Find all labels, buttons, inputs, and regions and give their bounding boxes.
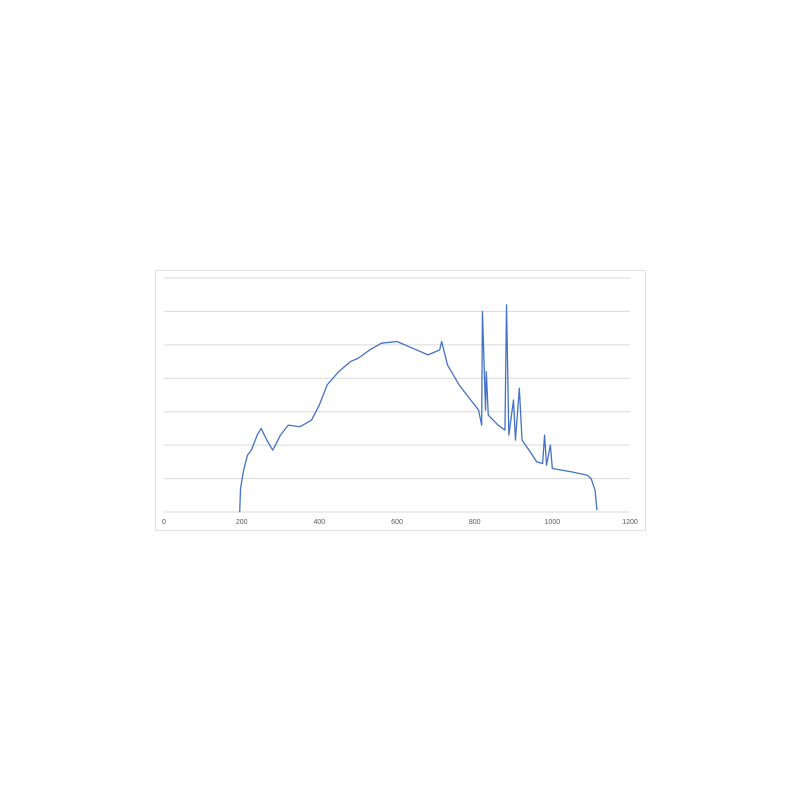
x-tick-label: 1200: [622, 519, 638, 526]
x-tick-label: 1000: [545, 519, 561, 526]
data-line: [239, 304, 598, 513]
x-tick-label: 800: [469, 519, 481, 526]
chart-frame: [155, 270, 646, 531]
x-tick-label: 400: [313, 519, 325, 526]
x-tick-label: 200: [236, 519, 248, 526]
x-tick-label: 600: [391, 519, 403, 526]
x-tick-label: 0: [162, 519, 166, 526]
